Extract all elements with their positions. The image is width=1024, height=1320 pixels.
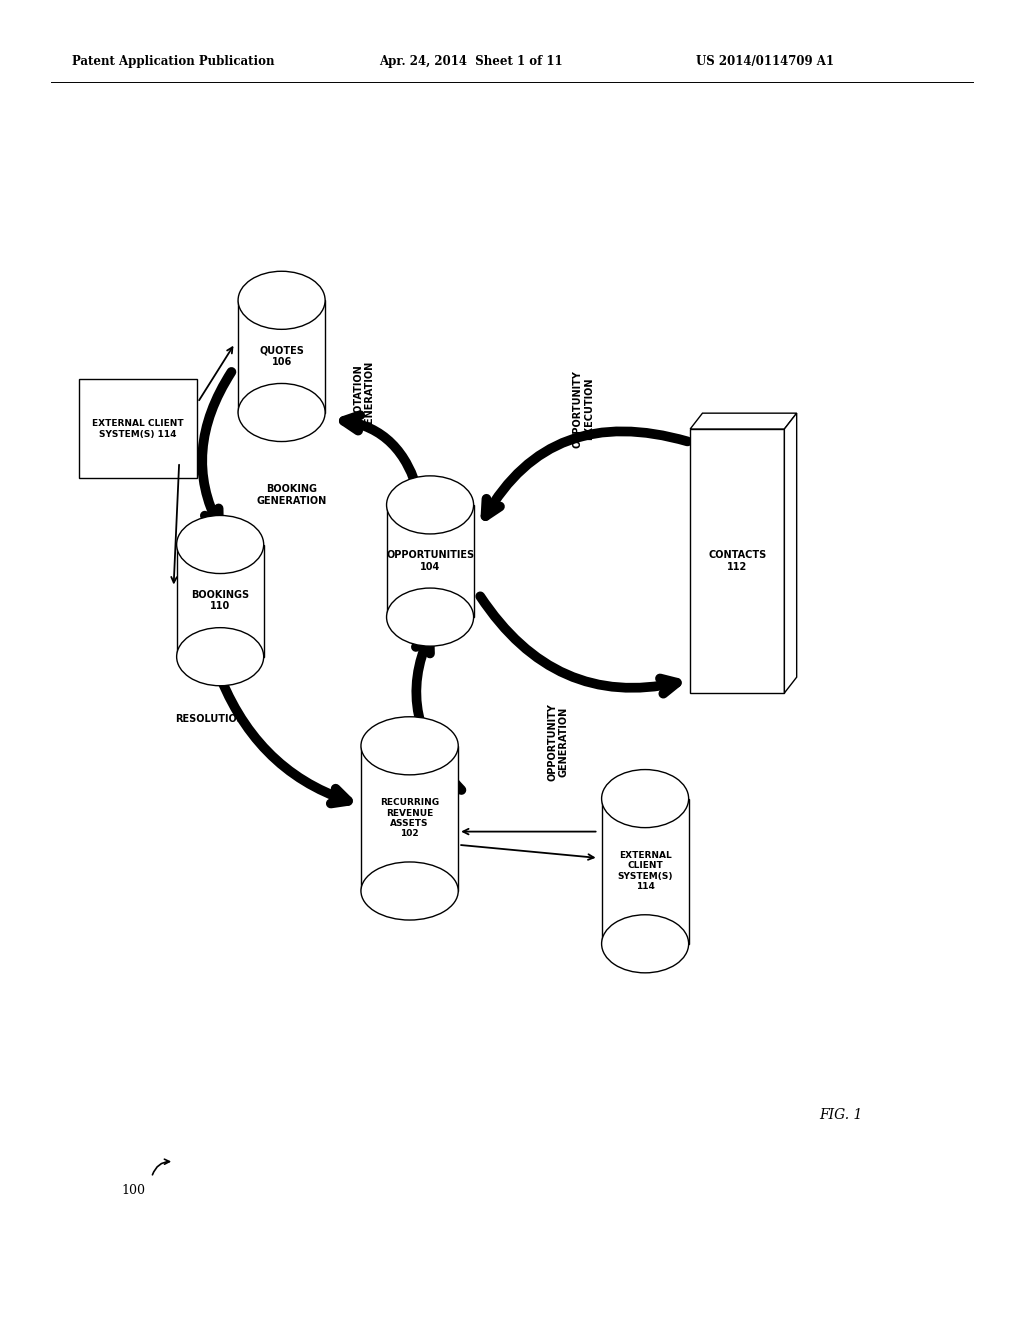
Text: QUOTATION
GENERATION: QUOTATION GENERATION — [352, 360, 375, 432]
Ellipse shape — [602, 915, 688, 973]
Ellipse shape — [176, 627, 264, 685]
Ellipse shape — [386, 589, 473, 645]
Text: BOOKING
GENERATION: BOOKING GENERATION — [257, 484, 327, 506]
Text: Apr. 24, 2014  Sheet 1 of 11: Apr. 24, 2014 Sheet 1 of 11 — [379, 55, 562, 69]
Text: 100: 100 — [121, 1184, 145, 1197]
Bar — [176, 544, 264, 656]
Bar — [80, 380, 197, 478]
Text: OPPORTUNITIES
104: OPPORTUNITIES 104 — [386, 550, 474, 572]
Ellipse shape — [602, 770, 688, 828]
Ellipse shape — [386, 477, 473, 535]
Bar — [387, 506, 473, 618]
Text: BOOKINGS
110: BOOKINGS 110 — [191, 590, 249, 611]
Text: QUOTES
106: QUOTES 106 — [259, 346, 304, 367]
Bar — [690, 429, 784, 693]
Text: Patent Application Publication: Patent Application Publication — [72, 55, 274, 69]
Text: EXTERNAL
CLIENT
SYSTEM(S)
114: EXTERNAL CLIENT SYSTEM(S) 114 — [617, 851, 673, 891]
Text: FIG. 1: FIG. 1 — [819, 1109, 862, 1122]
Ellipse shape — [361, 862, 459, 920]
Bar — [602, 799, 688, 944]
Polygon shape — [784, 413, 797, 693]
Ellipse shape — [238, 272, 326, 330]
Bar — [361, 746, 459, 891]
Ellipse shape — [238, 383, 326, 441]
Text: EXTERNAL CLIENT
SYSTEM(S) 114: EXTERNAL CLIENT SYSTEM(S) 114 — [92, 420, 184, 438]
Polygon shape — [690, 413, 797, 429]
Text: RECURRING
REVENUE
ASSETS
102: RECURRING REVENUE ASSETS 102 — [380, 799, 439, 838]
Text: OPPORTUNITY
GENERATION: OPPORTUNITY GENERATION — [547, 704, 569, 780]
Text: OPPORTUNITY
EXECUTION: OPPORTUNITY EXECUTION — [572, 371, 595, 447]
Ellipse shape — [176, 516, 264, 573]
Bar — [238, 301, 326, 412]
Text: CONTACTS
112: CONTACTS 112 — [709, 550, 766, 572]
Ellipse shape — [361, 717, 459, 775]
Text: US 2014/0114709 A1: US 2014/0114709 A1 — [696, 55, 835, 69]
Text: RESOLUTION: RESOLUTION — [175, 714, 245, 725]
